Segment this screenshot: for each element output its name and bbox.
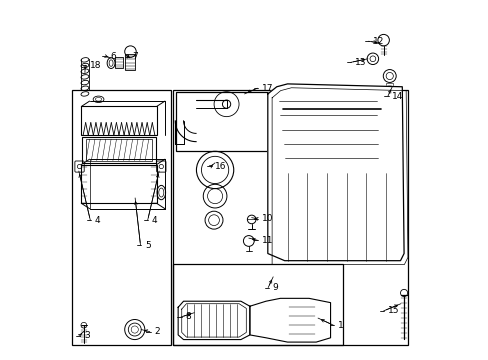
Text: 16: 16 bbox=[215, 162, 226, 171]
Text: 12: 12 bbox=[372, 37, 384, 46]
Text: 2: 2 bbox=[154, 327, 160, 336]
Text: 10: 10 bbox=[261, 214, 273, 223]
Text: 9: 9 bbox=[272, 283, 278, 292]
Text: 17: 17 bbox=[261, 84, 273, 93]
Bar bbox=[82, 137, 156, 163]
Text: 3: 3 bbox=[83, 331, 89, 340]
Bar bbox=[81, 107, 156, 135]
Text: 14: 14 bbox=[391, 91, 403, 100]
Text: 5: 5 bbox=[144, 241, 150, 250]
Bar bbox=[287, 306, 316, 336]
Bar bbox=[172, 264, 343, 345]
Bar bbox=[72, 90, 171, 345]
Text: 8: 8 bbox=[185, 312, 191, 321]
Text: 18: 18 bbox=[89, 61, 101, 70]
Text: 11: 11 bbox=[261, 236, 273, 245]
Text: 7: 7 bbox=[132, 53, 138, 62]
Polygon shape bbox=[249, 298, 330, 342]
Bar bbox=[86, 139, 152, 161]
Bar bbox=[115, 57, 123, 68]
Bar bbox=[125, 54, 135, 69]
Bar bbox=[386, 83, 392, 88]
Text: 4: 4 bbox=[152, 216, 157, 225]
Text: 13: 13 bbox=[354, 58, 366, 67]
Polygon shape bbox=[267, 84, 403, 261]
Bar bbox=[326, 184, 389, 253]
Text: 4: 4 bbox=[94, 216, 100, 225]
Bar bbox=[172, 90, 407, 345]
Text: 1: 1 bbox=[337, 321, 343, 330]
Bar bbox=[176, 92, 269, 151]
Text: 15: 15 bbox=[387, 306, 399, 315]
Text: 6: 6 bbox=[110, 52, 116, 61]
Polygon shape bbox=[178, 301, 249, 339]
Bar bbox=[81, 165, 156, 203]
